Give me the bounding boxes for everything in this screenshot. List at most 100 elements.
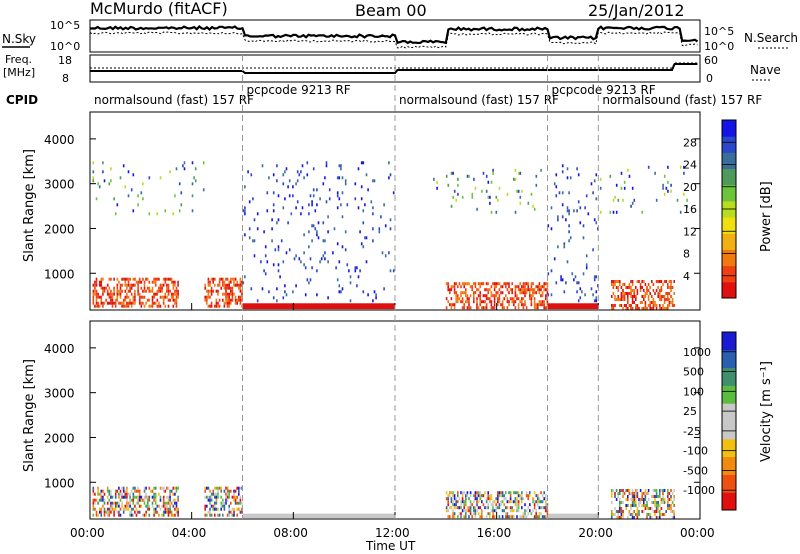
echo-cell (660, 307, 663, 310)
echo-cell (110, 507, 112, 511)
echo-cell (622, 292, 624, 295)
echo-cell (94, 498, 96, 502)
echo-cell (643, 501, 645, 504)
echo-cell (230, 489, 232, 493)
echo-cell (631, 489, 634, 492)
echo-cell (288, 194, 291, 198)
echo-cell (654, 501, 656, 504)
echo-cell (172, 283, 175, 287)
echo-cell (458, 282, 461, 286)
echo-cell (214, 504, 216, 508)
echo-cell (516, 189, 518, 193)
echo-cell (100, 280, 103, 284)
echo-cell (641, 301, 643, 304)
echo-cell (116, 289, 119, 293)
colorbar-swatch (722, 492, 736, 511)
echo-cell (667, 498, 669, 501)
echo-cell (617, 510, 619, 513)
echo-cell (124, 277, 127, 281)
echo-cell (212, 489, 214, 493)
echo-cell (649, 286, 651, 289)
echo-cell (212, 280, 214, 284)
echo-cell (465, 291, 467, 295)
echo-cell (284, 197, 286, 201)
echo-cell (641, 307, 643, 310)
echo-cell (102, 498, 104, 502)
echo-cell (612, 280, 615, 283)
echo-cell (657, 516, 659, 519)
echo-cell (487, 506, 489, 510)
echo-cell (540, 491, 542, 495)
echo-cell (533, 291, 536, 295)
echo-cell (532, 497, 534, 501)
echo-cell (164, 209, 167, 213)
echo-cell (655, 307, 658, 310)
echo-cell (524, 294, 526, 298)
echo-cell (546, 503, 549, 507)
echo-cell (338, 197, 341, 201)
echo-cell (116, 298, 119, 302)
echo-cell (285, 167, 288, 171)
echo-cell (114, 501, 117, 505)
echo-cell (633, 198, 636, 202)
echo-cell (175, 507, 178, 511)
echo-cell (389, 218, 392, 222)
echo-cell (142, 277, 144, 281)
echo-cell (558, 191, 561, 195)
echo-cell (218, 277, 221, 281)
echo-cell (540, 512, 542, 516)
echo-cell (236, 513, 238, 517)
echo-cell (218, 513, 221, 517)
echo-cell (450, 306, 453, 310)
echo-cell (450, 204, 453, 208)
echo-cell (172, 486, 175, 490)
echo-cell (468, 300, 470, 304)
echo-cell (103, 501, 106, 505)
echo-cell (620, 510, 623, 513)
echo-cell (234, 495, 237, 499)
echo-cell (495, 291, 497, 295)
echo-cell (100, 295, 103, 299)
echo-cell (100, 286, 103, 290)
echo-cell (584, 206, 586, 210)
echo-cell (662, 495, 664, 498)
echo-cell (206, 298, 208, 302)
echo-cell (272, 203, 275, 207)
echo-cell (471, 503, 473, 507)
echo-cell (223, 304, 226, 308)
echo-cell (611, 307, 613, 310)
echo-cell (110, 277, 112, 281)
echo-cell (95, 304, 98, 308)
echo-cell (132, 277, 135, 281)
echo-cell (659, 504, 661, 507)
echo-cell (174, 492, 176, 496)
echo-cell (501, 303, 504, 307)
echo-cell (110, 301, 112, 305)
echo-cell (623, 180, 626, 184)
echo-cell (137, 501, 139, 505)
echo-cell (138, 504, 141, 508)
echo-cell (641, 286, 643, 289)
echo-cell (98, 283, 101, 287)
echo-cell (103, 286, 106, 290)
velocity-colorbar-label: Velocity [m s⁻¹] (759, 361, 774, 462)
segment-boundaries (242, 55, 599, 519)
echo-cell (372, 206, 374, 210)
echo-cell (535, 509, 537, 513)
echo-cell (130, 510, 133, 514)
echo-cell (129, 495, 131, 499)
echo-cell (126, 301, 128, 305)
echo-cell (599, 186, 602, 190)
echo-cell (667, 165, 669, 169)
colorbar-tick-1-7: -1000 (683, 484, 715, 497)
echo-cell (644, 504, 647, 507)
echo-cell (238, 489, 240, 493)
echo-cell (497, 282, 499, 286)
beam-title: Beam 00 (355, 1, 427, 20)
echo-cell (532, 509, 534, 513)
echo-cell (433, 177, 435, 181)
echo-cell (615, 183, 618, 187)
echo-cell (465, 300, 467, 304)
echo-cell (277, 194, 280, 198)
echo-cell (476, 300, 478, 304)
